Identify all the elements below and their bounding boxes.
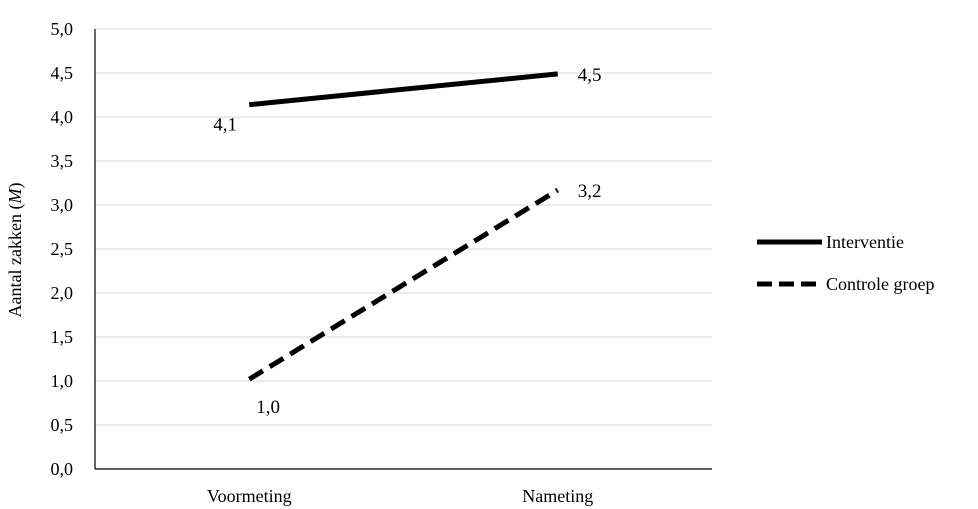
x-tick-label-voormeting: Voormeting: [207, 486, 292, 506]
series-line-interventie: [249, 71, 558, 108]
data-label-interventie-nameting: 4,5: [578, 65, 602, 86]
series-lines: [247, 71, 560, 382]
y-tick-label: 2,0: [51, 283, 74, 303]
y-tick-label: 3,5: [51, 151, 74, 171]
legend-label-interventie: Interventie: [826, 232, 904, 252]
y-tick-label: 4,5: [51, 63, 74, 83]
y-axis-label-symbol: M: [5, 188, 25, 205]
x-tick-labels: Voormeting Nameting: [207, 486, 593, 506]
data-labels: 4,1 4,5 1,0 3,2: [213, 65, 601, 418]
y-tick-label: 2,5: [51, 239, 74, 259]
y-tick-label: 3,0: [51, 195, 74, 215]
y-tick-labels: 0,0 0,5 1,0 1,5 2,0 2,5 3,0 3,5 4,0 4,5 5,0: [51, 19, 74, 479]
data-label-controle-groep-voormeting: 1,0: [256, 397, 280, 418]
data-label-interventie-voormeting: 4,1: [213, 115, 237, 136]
data-label-controle-groep-nameting: 3,2: [578, 181, 602, 202]
x-tick-label-nameting: Nameting: [522, 486, 593, 506]
y-axis-label: Aantal zakken (M): [5, 183, 26, 318]
y-tick-label: 0,5: [51, 415, 74, 435]
y-tick-label: 5,0: [51, 19, 74, 39]
series-line-controle-groep: [247, 187, 560, 382]
grid-lines: [95, 28, 712, 426]
legend-label-controle-groep: Controle groep: [826, 274, 934, 294]
y-tick-label: 1,5: [51, 327, 74, 347]
y-axis-label-text: Aantal zakken: [5, 214, 25, 317]
legend: Interventie Controle groep: [757, 232, 934, 294]
axes: [94, 29, 712, 470]
y-tick-label: 0,0: [51, 459, 74, 479]
y-tick-label: 4,0: [51, 107, 74, 127]
y-tick-label: 1,0: [51, 371, 74, 391]
